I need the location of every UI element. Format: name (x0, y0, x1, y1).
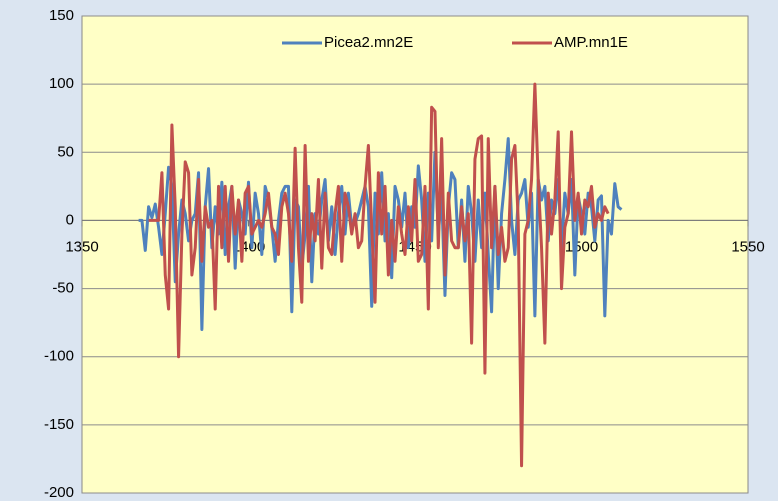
y-tick-label: 50 (57, 143, 74, 160)
series-line (148, 82, 610, 468)
y-tick-label: 0 (66, 211, 74, 228)
y-tick-label: -100 (44, 348, 74, 365)
y-tick-label: -150 (44, 416, 74, 433)
x-tick-label: 1500 (565, 238, 598, 255)
y-tick-label: -50 (52, 280, 74, 297)
x-tick-label: 1350 (65, 238, 98, 255)
x-tick-label: 1550 (731, 238, 764, 255)
legend-label: AMP.mn1E (554, 34, 628, 51)
y-tick-label: -200 (44, 484, 74, 501)
y-tick-label: 150 (49, 7, 74, 24)
legend-label: Picea2.mn2E (324, 34, 413, 51)
y-tick-label: 100 (49, 75, 74, 92)
